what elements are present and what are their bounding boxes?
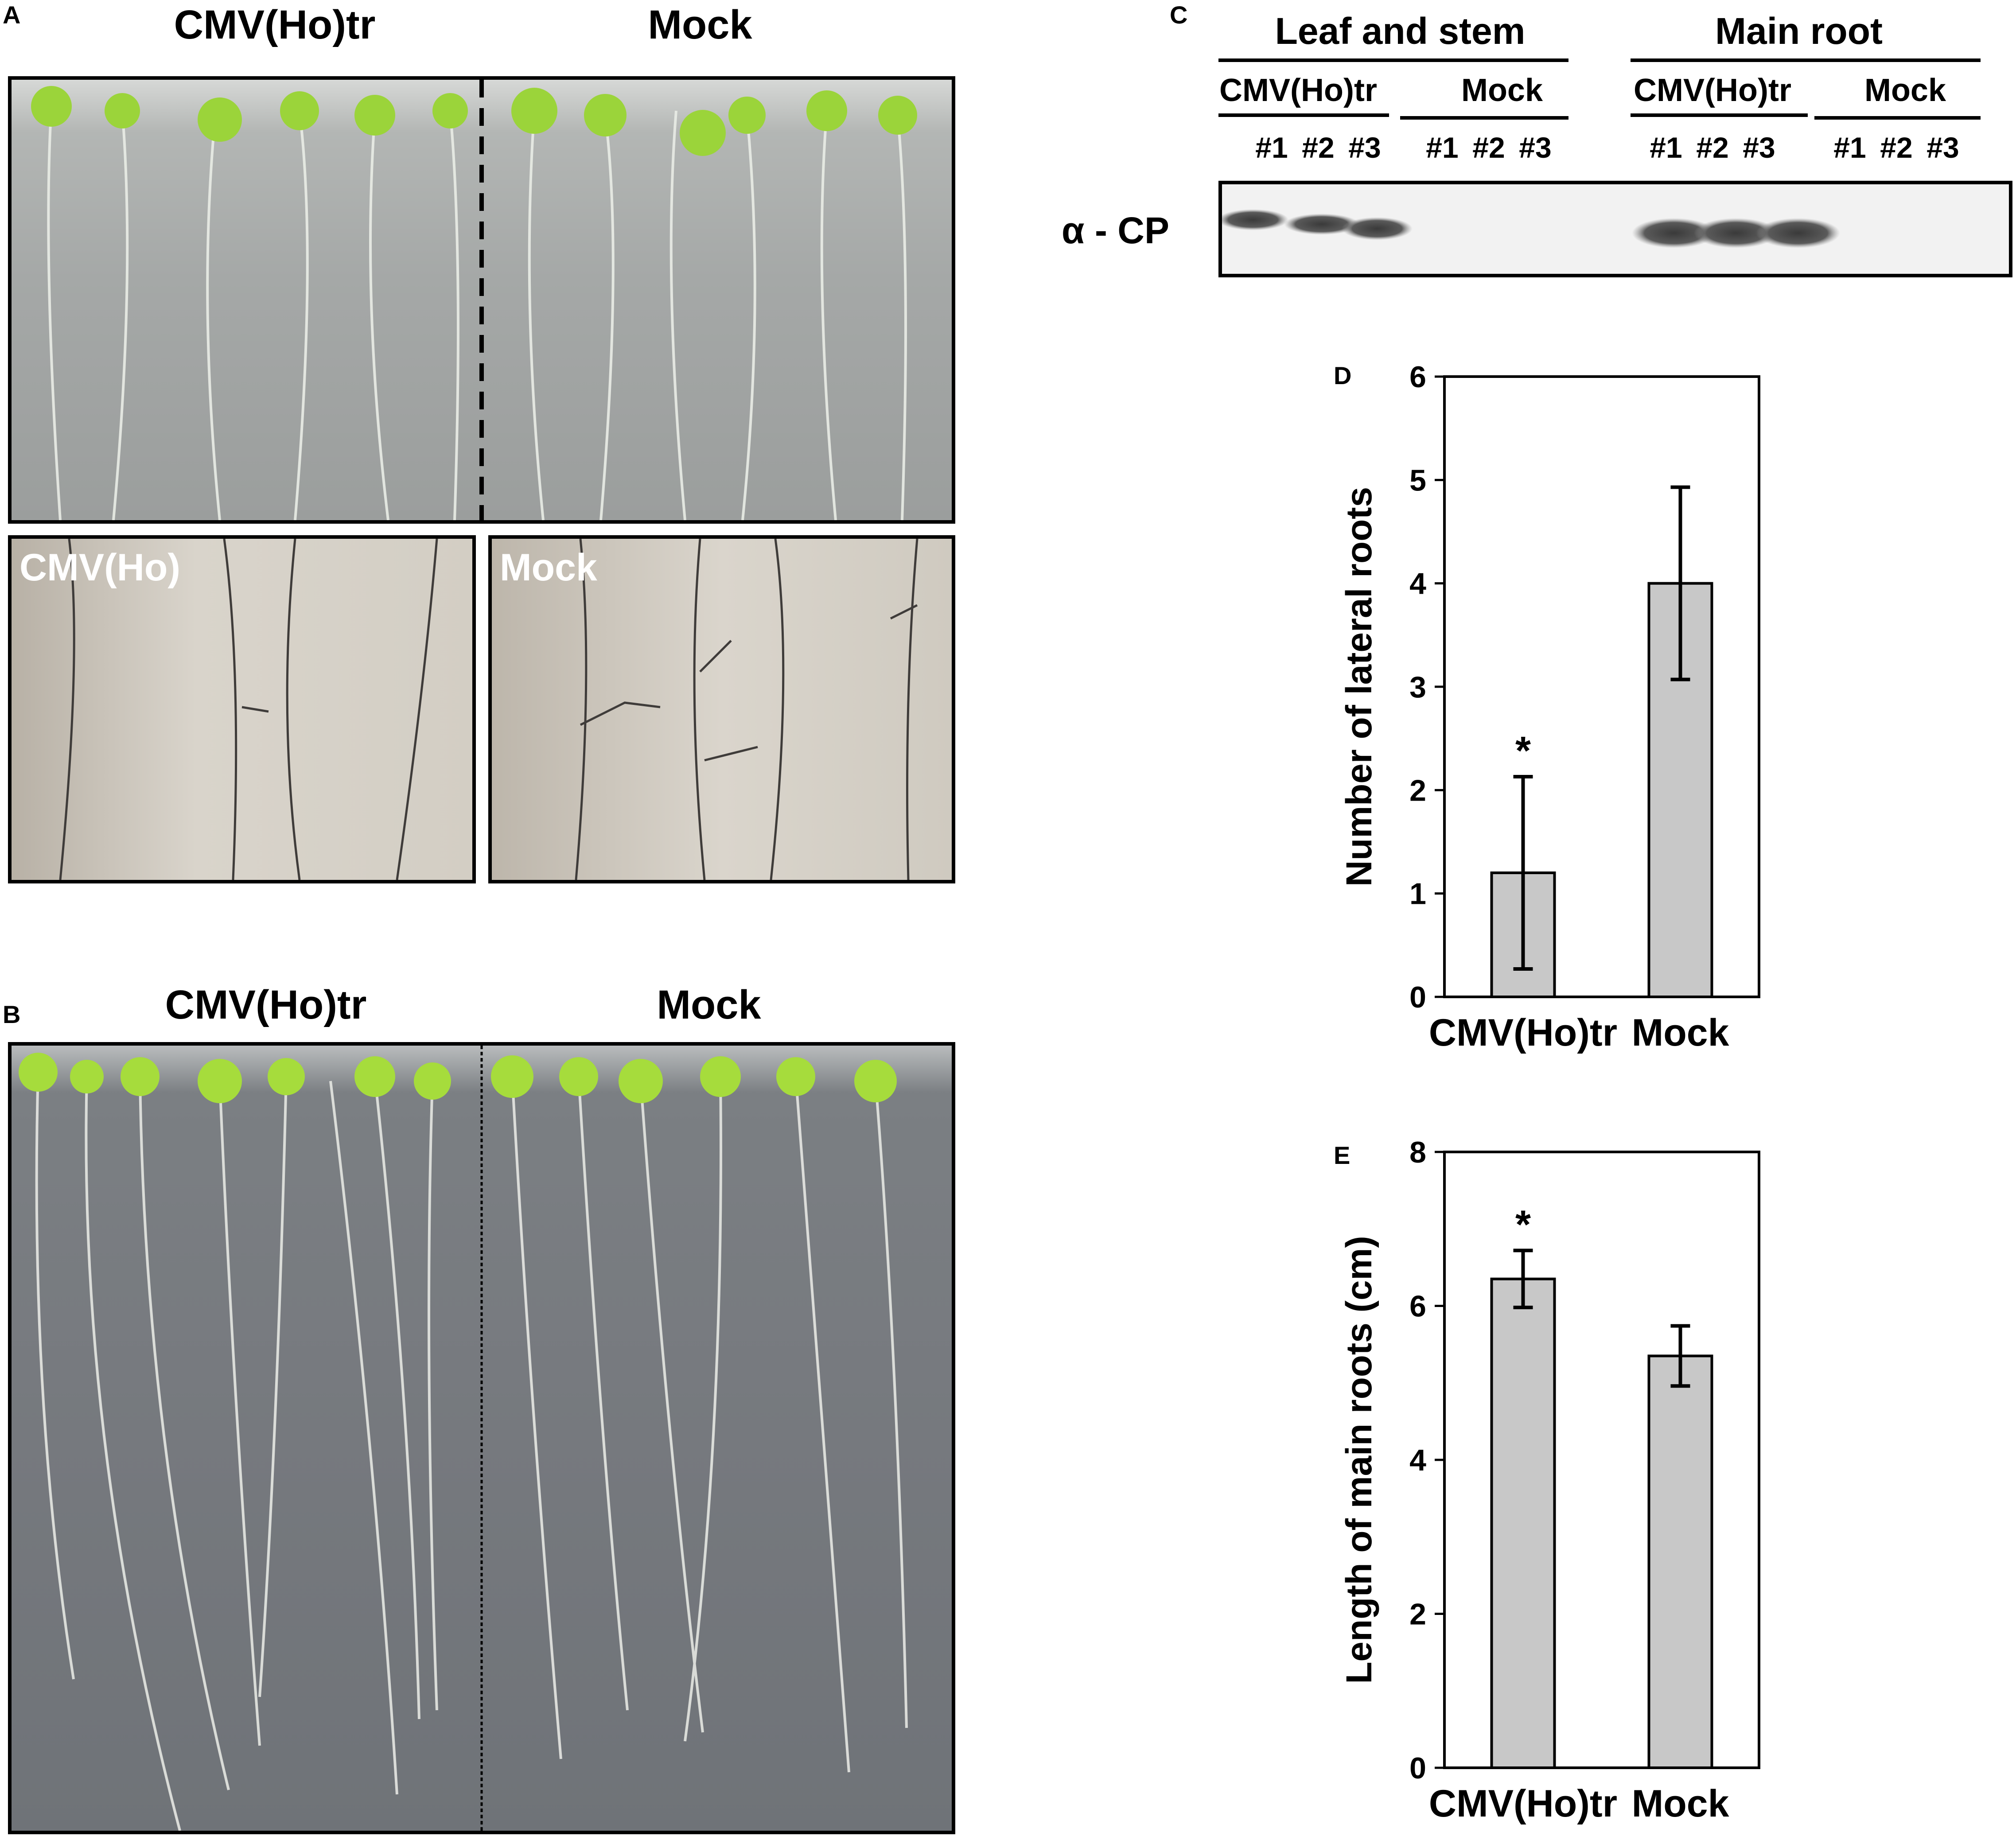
blot-lane-label: #1 [1255, 131, 1288, 164]
y-tick-label: 6 [1409, 360, 1426, 394]
blot-lane-label: #3 [1348, 131, 1381, 164]
panel-letter-b: B [3, 1000, 21, 1028]
panel-a-seedling-photo [8, 76, 955, 524]
panel-a-inset-mock-photo [488, 535, 955, 883]
blot-bands [1222, 209, 1840, 248]
panel-letter-a: A [3, 1, 21, 29]
chart-lateral-roots: 0 1 2 3 4 5 6 Number of lateral roots * CMV(Ho)tr… [1339, 360, 1760, 1054]
blot-lane-label: #1 [1833, 131, 1866, 164]
y-tick-label: 0 [1409, 980, 1426, 1014]
y-tick-label: 8 [1409, 1136, 1426, 1169]
blot-sub-label: Mock [1864, 73, 1946, 108]
blot-band [1756, 218, 1840, 248]
blot-rule-leaf-stem [1218, 58, 1568, 62]
significance-marker: * [1515, 1202, 1531, 1247]
panel-a-inset-treated-roots [59, 539, 438, 880]
y-tick-label: 4 [1409, 567, 1426, 601]
panel-a-seedlings-drawing [31, 80, 917, 520]
blot-group-main-root: Main root [1715, 10, 1883, 52]
blot-lane-label: #2 [1696, 131, 1729, 164]
blot-lane-label: #2 [1302, 131, 1335, 164]
blot-sub-rule [1400, 116, 1568, 120]
blot-lane-label: #2 [1880, 131, 1913, 164]
panel-a-inset-mock-roots [575, 539, 918, 880]
significance-marker: * [1515, 729, 1531, 773]
blot-sub-label: Mock [1461, 73, 1543, 108]
blot-rule-main-root [1631, 58, 1981, 62]
blot-band [1222, 209, 1288, 230]
x-tick-label: Mock [1632, 1782, 1729, 1825]
blot-sub-label: CMV(Ho)tr [1634, 73, 1791, 108]
blot-band [1284, 214, 1359, 235]
panel-a-header-treated: CMV(Ho)tr [174, 2, 376, 47]
chart-main-root-length: 0 2 4 6 8 Length of main roots (cm) * CMV(Ho)tr… [1339, 1136, 1760, 1825]
panel-b-header-treated: CMV(Ho)tr [165, 982, 367, 1027]
x-tick-label: Mock [1632, 1011, 1729, 1054]
blot-lane-label: #3 [1743, 131, 1775, 164]
blot-band [1342, 217, 1413, 240]
panel-a-inset-mock-label: Mock [500, 546, 597, 589]
bar [1647, 1354, 1713, 1769]
panel-a-header-mock: Mock [648, 2, 752, 47]
blot-antibody-label: α - CP [1062, 210, 1169, 251]
y-tick-label: 1 [1409, 877, 1426, 911]
blot-sub-rule [1631, 113, 1808, 117]
blot-lane-label: #2 [1472, 131, 1505, 164]
bar [1490, 1277, 1556, 1769]
blot-sub-rule [1814, 116, 1981, 120]
panel-b-header-mock: Mock [657, 982, 761, 1027]
blot-membrane [1218, 181, 2012, 277]
panel-letter-d: D [1334, 362, 1352, 389]
blot-sub-rule [1218, 113, 1389, 117]
blot-group-leaf-stem: Leaf and stem [1275, 10, 1526, 52]
blot-lane-label: #3 [1519, 131, 1552, 164]
y-tick-label: 6 [1409, 1290, 1426, 1323]
x-tick-label: CMV(Ho)tr [1429, 1782, 1617, 1825]
y-axis-label: Number of lateral roots [1339, 487, 1379, 887]
y-tick-label: 2 [1409, 1598, 1426, 1631]
blot-lane-label: #3 [1926, 131, 1959, 164]
panel-letter-c: C [1170, 1, 1188, 29]
blot-lane-label: #1 [1650, 131, 1682, 164]
blot-sub-label: CMV(Ho)tr [1219, 73, 1377, 108]
y-tick-label: 3 [1409, 670, 1426, 704]
panel-a-inset-treated-label: CMV(Ho) [19, 546, 181, 589]
panel-b-seedlings-drawing [19, 1046, 908, 1831]
y-tick-label: 2 [1409, 774, 1426, 807]
y-tick-label: 0 [1409, 1751, 1426, 1785]
blot-lane-label: #1 [1426, 131, 1459, 164]
blot-band [1694, 218, 1778, 248]
y-tick-label: 4 [1409, 1443, 1426, 1477]
panel-b-seedling-photo [8, 1042, 955, 1834]
y-tick-label: 5 [1409, 463, 1426, 497]
y-axis-label: Length of main roots (cm) [1339, 1236, 1379, 1684]
blot-band [1632, 218, 1716, 248]
panel-a-inset-treated-photo [8, 535, 476, 883]
panel-letter-e: E [1334, 1141, 1350, 1169]
x-tick-label: CMV(Ho)tr [1429, 1011, 1617, 1054]
